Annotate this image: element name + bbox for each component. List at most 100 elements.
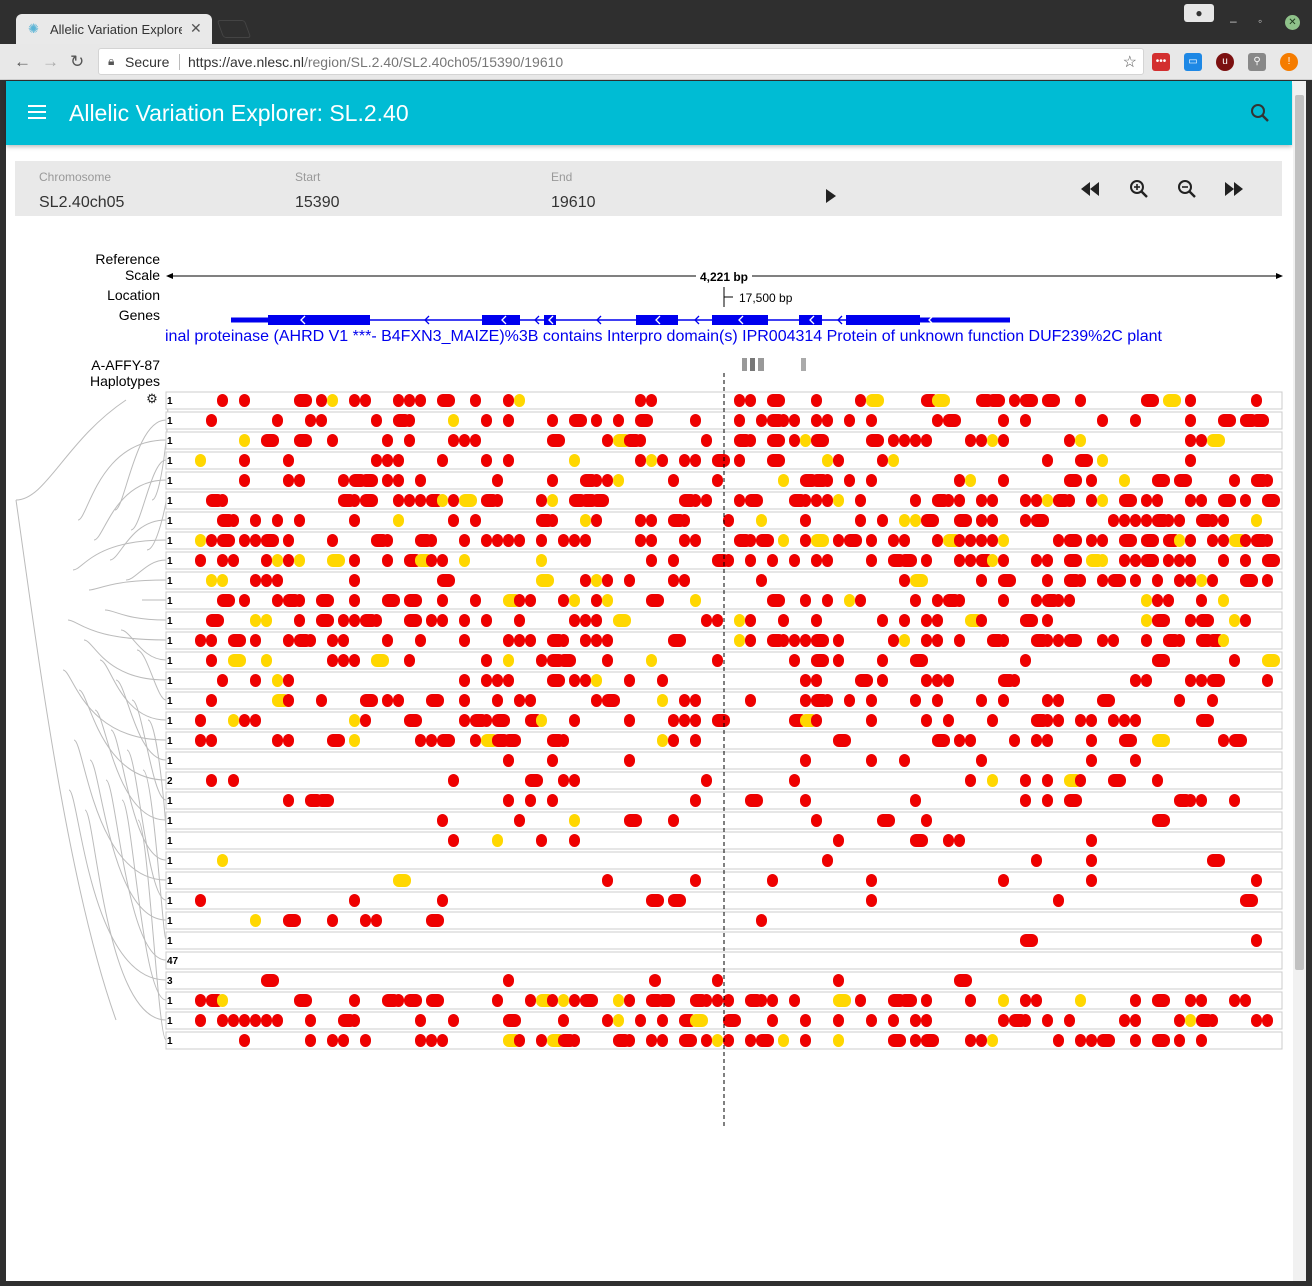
new-tab-button[interactable] xyxy=(216,20,252,38)
variant-yellow xyxy=(965,474,976,487)
variant-red xyxy=(1042,614,1053,627)
variant-red xyxy=(437,594,448,607)
variant-red xyxy=(1020,514,1031,527)
extension-network-icon[interactable]: ⚲ xyxy=(1248,53,1266,71)
variant-red xyxy=(503,634,514,647)
zoom-out-button[interactable] xyxy=(1177,179,1197,199)
bookmark-star-icon[interactable]: ☆ xyxy=(1122,54,1137,71)
url-text[interactable]: https://ave.nlesc.nl/region/SL.2.40/SL2.… xyxy=(188,54,563,70)
forward-icon[interactable]: → xyxy=(42,52,59,71)
variant-yellow xyxy=(888,454,899,467)
variant-red xyxy=(811,394,822,407)
variant-red xyxy=(954,834,965,847)
chromosome-field[interactable]: SL2.40ch05 xyxy=(39,194,125,211)
variant-red xyxy=(998,434,1009,447)
reload-icon[interactable]: ↻ xyxy=(70,52,85,71)
haplotype-count: 1 xyxy=(167,796,173,807)
gear-icon[interactable]: ⚙ xyxy=(146,391,158,406)
variant-red xyxy=(679,514,690,527)
variant-red xyxy=(701,614,712,627)
haplotype-row: 1 xyxy=(165,851,1283,870)
variant-red xyxy=(910,794,921,807)
start-field[interactable]: 15390 xyxy=(295,194,340,211)
extension-window-icon[interactable]: ▭ xyxy=(1184,53,1202,71)
app-viewport: Allelic Variation Explorer: SL.2.40 Chro… xyxy=(6,81,1306,1281)
menu-icon[interactable] xyxy=(28,105,46,119)
variant-red xyxy=(272,414,283,427)
variant-red xyxy=(624,674,635,687)
haplotype-row: 1 xyxy=(165,831,1283,850)
profile-icon[interactable]: ● xyxy=(1184,4,1214,22)
variant-red xyxy=(195,994,206,1007)
minimize-icon[interactable]: – xyxy=(1230,14,1237,28)
scrollbar-thumb[interactable] xyxy=(1295,95,1304,970)
variant-red xyxy=(1262,494,1280,507)
variant-red xyxy=(624,574,635,587)
go-button[interactable] xyxy=(825,189,837,203)
variant-red xyxy=(316,794,334,807)
variant-red xyxy=(492,714,510,727)
variant-red xyxy=(811,434,829,447)
variant-red xyxy=(404,414,415,427)
variant-red xyxy=(932,414,943,427)
page-scrollbar[interactable] xyxy=(1293,81,1306,1281)
variant-red xyxy=(206,614,224,627)
dendrogram-branch xyxy=(72,539,167,571)
pan-left-button[interactable] xyxy=(1081,182,1099,196)
variant-red xyxy=(272,734,283,747)
variant-red xyxy=(635,514,646,527)
variant-red xyxy=(239,534,250,547)
address-bar[interactable]: 🔒︎ Secure https://ave.nlesc.nl/region/SL… xyxy=(98,48,1144,75)
variant-red xyxy=(679,694,690,707)
variant-red xyxy=(294,474,305,487)
variant-red xyxy=(800,1014,811,1027)
strand-arrow xyxy=(596,315,602,325)
variant-red xyxy=(1163,594,1174,607)
end-field[interactable]: 19610 xyxy=(551,194,596,211)
zoom-in-button[interactable] xyxy=(1129,179,1149,199)
variant-red xyxy=(767,554,778,567)
variant-red xyxy=(360,394,371,407)
close-tab-icon[interactable]: ✕ xyxy=(190,20,202,36)
variant-red xyxy=(690,794,701,807)
extension-alert-icon[interactable]: ! xyxy=(1280,53,1298,71)
pan-right-button[interactable] xyxy=(1225,182,1243,196)
variant-red xyxy=(822,554,833,567)
variant-red xyxy=(426,554,437,567)
variant-red xyxy=(712,994,723,1007)
variant-red xyxy=(767,994,778,1007)
back-icon[interactable]: ← xyxy=(14,52,31,71)
variant-red xyxy=(536,534,547,547)
variant-red xyxy=(503,1014,521,1027)
variant-red xyxy=(1152,774,1163,787)
variant-yellow xyxy=(1251,514,1262,527)
variant-red xyxy=(206,534,217,547)
variant-red xyxy=(701,1034,712,1047)
variant-red xyxy=(866,554,877,567)
variant-red xyxy=(888,634,899,647)
haplotype-count: 1 xyxy=(167,836,173,847)
variant-red xyxy=(844,414,855,427)
variant-yellow xyxy=(646,654,657,667)
variant-red xyxy=(701,434,712,447)
variant-red xyxy=(1152,814,1170,827)
close-window-icon[interactable]: ✕ xyxy=(1285,15,1300,30)
variant-red xyxy=(382,454,393,467)
variant-red xyxy=(525,634,536,647)
variant-red xyxy=(745,534,756,547)
extension-ublock-icon[interactable]: u xyxy=(1216,53,1234,71)
gene-descriptions[interactable]: inal proteinase (AHRD V1 ***- B4FXN3_MAI… xyxy=(165,328,1162,345)
extension-lastpass-icon[interactable]: ••• xyxy=(1152,53,1170,71)
browser-tab[interactable]: ✺ Allelic Variation Explore ✕ xyxy=(16,14,212,44)
region-form: Chromosome SL2.40ch05 Start 15390 End 19… xyxy=(15,161,1282,216)
restore-icon[interactable]: ◦ xyxy=(1258,14,1263,28)
variant-red xyxy=(195,554,206,567)
variant-red xyxy=(514,1034,525,1047)
variant-red xyxy=(305,414,316,427)
variant-yellow xyxy=(228,714,239,727)
variant-red xyxy=(811,714,822,727)
variant-red xyxy=(536,494,547,507)
search-icon[interactable] xyxy=(1250,103,1270,123)
variant-red xyxy=(822,494,833,507)
dendrogram-branch xyxy=(131,699,167,801)
